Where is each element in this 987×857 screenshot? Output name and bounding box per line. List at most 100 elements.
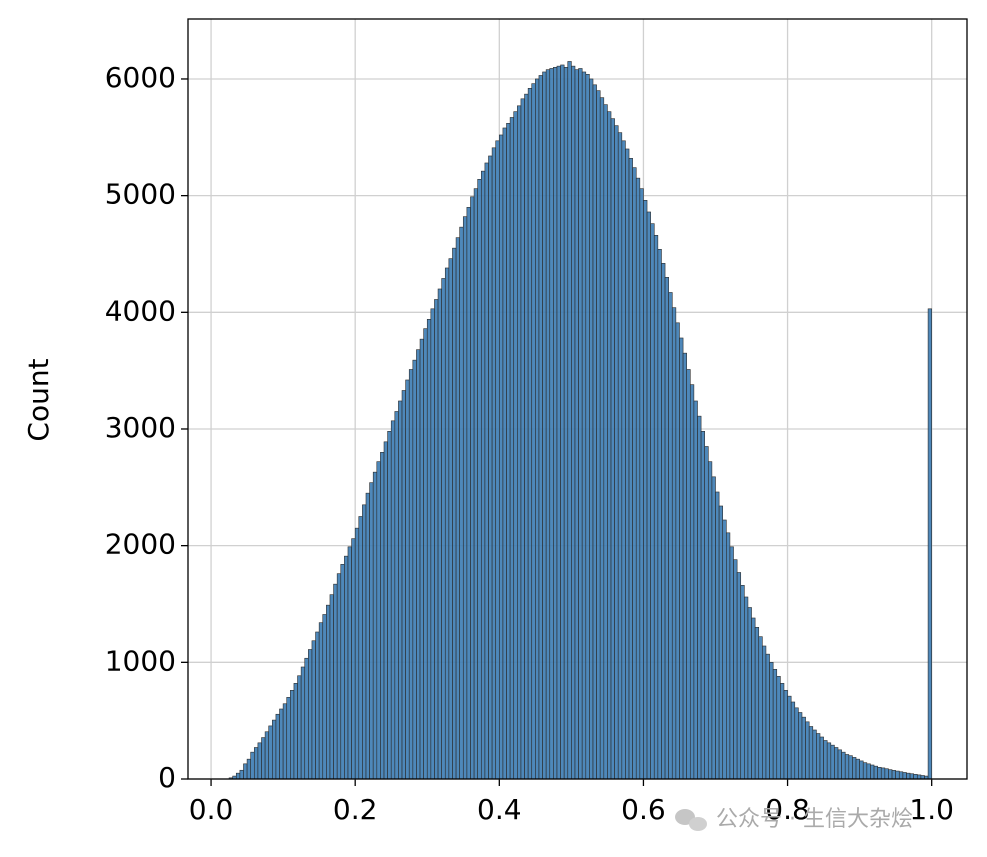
bar — [372, 471, 378, 780]
bar — [459, 226, 464, 780]
bar — [441, 278, 446, 780]
bar — [520, 98, 525, 780]
bar — [358, 516, 363, 780]
bar — [621, 140, 626, 780]
bar — [661, 263, 666, 780]
bar — [416, 349, 421, 780]
bar — [261, 737, 266, 780]
bar — [286, 697, 291, 780]
bar — [632, 167, 637, 780]
bar — [480, 170, 486, 780]
bar — [466, 207, 471, 780]
bar — [567, 61, 572, 780]
bar — [563, 67, 569, 780]
bar — [426, 319, 432, 780]
bar — [347, 546, 352, 780]
bar — [682, 352, 687, 780]
bar — [628, 158, 633, 780]
bar — [376, 461, 381, 780]
bar — [722, 519, 727, 780]
bar — [880, 767, 886, 780]
bar — [610, 118, 615, 780]
x-tick-label: 1.0 — [909, 793, 954, 826]
bar — [873, 765, 878, 780]
bar — [747, 607, 752, 780]
bar — [423, 328, 428, 780]
bar — [308, 649, 313, 780]
bar — [326, 604, 331, 780]
bar — [495, 140, 500, 780]
bar — [354, 527, 360, 780]
bar — [297, 675, 302, 780]
bar — [625, 148, 630, 780]
bar — [527, 88, 533, 780]
y-tick-label: 1000 — [105, 644, 176, 677]
bar — [571, 65, 576, 780]
bar — [733, 559, 738, 780]
x-tick-label: 0.2 — [333, 793, 378, 826]
bar — [531, 83, 536, 780]
bar — [704, 446, 709, 780]
bar — [635, 177, 641, 780]
bar — [862, 762, 868, 780]
bar — [462, 216, 468, 780]
bar — [524, 93, 529, 780]
x-tick-label: 0.4 — [477, 793, 522, 826]
bar — [473, 188, 478, 780]
bar — [671, 307, 677, 780]
bar — [437, 288, 442, 780]
bar — [841, 751, 846, 780]
bar — [812, 729, 817, 780]
x-tick-label: 0.8 — [765, 793, 810, 826]
bar — [805, 721, 810, 780]
bar — [826, 742, 832, 780]
bar — [235, 772, 241, 780]
bar — [808, 726, 814, 780]
bar — [891, 770, 896, 780]
x-tick-label: 0.6 — [621, 793, 666, 826]
bar — [311, 640, 316, 780]
bar — [318, 622, 324, 780]
bar — [650, 223, 655, 780]
bar — [909, 773, 914, 780]
bar — [517, 105, 522, 780]
bar — [362, 504, 367, 780]
bar — [679, 337, 684, 780]
bar — [736, 572, 742, 780]
bar — [329, 594, 334, 780]
bar — [589, 78, 594, 780]
bar — [477, 179, 482, 780]
bar — [509, 117, 515, 780]
bar — [906, 772, 911, 780]
y-tick-label: 4000 — [105, 294, 176, 327]
bar — [617, 132, 623, 780]
bar — [542, 71, 547, 780]
bar — [452, 247, 457, 780]
bar — [852, 757, 857, 780]
bar — [643, 200, 648, 780]
bar — [322, 614, 327, 780]
bar — [387, 431, 392, 780]
bar — [239, 769, 244, 780]
bar — [578, 68, 583, 780]
bar — [794, 707, 799, 780]
bar — [718, 505, 724, 780]
bar — [491, 147, 497, 780]
bar — [351, 538, 356, 780]
bar — [837, 749, 842, 780]
bar — [484, 162, 489, 780]
bar — [744, 596, 749, 780]
bar — [405, 379, 410, 780]
bar — [855, 758, 860, 780]
bar — [279, 708, 284, 780]
bar — [780, 683, 785, 780]
bar — [340, 564, 345, 780]
bar — [243, 763, 248, 780]
bar — [596, 90, 601, 780]
bar — [506, 123, 511, 780]
bar — [614, 125, 619, 780]
bar — [834, 747, 839, 780]
bar — [758, 636, 763, 780]
bar — [380, 452, 385, 780]
bar — [686, 369, 691, 780]
